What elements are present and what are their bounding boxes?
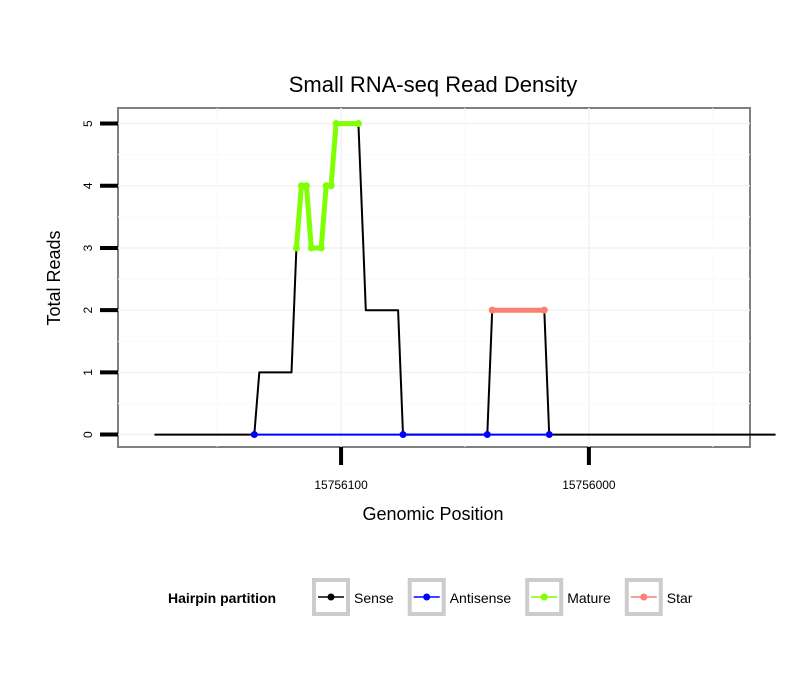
legend-label-star: Star [667,590,693,606]
legend-key-point-antisense [423,593,431,601]
data-point-antisense [483,431,491,439]
legend-title: Hairpin partition [168,590,276,606]
legend-item-star: Star [624,578,693,616]
legend-label-sense: Sense [354,590,394,606]
y-tick-label: 0 [81,431,95,438]
x-axis: 15756100 15756000 [314,447,616,492]
y-tick-label: 1 [81,369,95,376]
data-point-mature [307,244,315,252]
y-axis-title: Total Reads [44,230,64,325]
data-point-mature [327,182,335,190]
y-tick-label: 5 [81,120,95,127]
y-tick-label: 2 [81,307,95,314]
data-point-antisense [399,431,407,439]
y-tick-label: 4 [81,182,95,189]
x-tick-label: 15756100 [314,478,368,492]
data-point-mature [292,244,300,252]
grid [118,108,750,447]
data-point-star [540,306,548,314]
legend-item-sense: Sense [312,578,394,616]
legend-key-point-sense [327,593,335,601]
legend-key-point-star [640,593,648,601]
legend-label-mature: Mature [567,590,611,606]
legend-label-antisense: Antisense [450,590,512,606]
data-point-mature [322,182,330,190]
legend-item-antisense: Antisense [407,578,512,616]
legend-key-point-mature [540,593,548,601]
y-axis: 0 1 2 3 4 5 [81,120,118,438]
data-point-antisense [250,431,258,439]
plot-panel [117,107,751,448]
data-point-mature [332,120,340,128]
series-layer [154,120,776,439]
data-point-star [488,306,496,314]
series-antisense [250,431,553,439]
data-point-mature [317,244,325,252]
x-axis-title: Genomic Position [362,504,503,524]
series-star [488,306,548,314]
data-point-antisense [545,431,553,439]
data-point-mature [354,120,362,128]
chart-title: Small RNA-seq Read Density [289,72,578,97]
data-point-mature [297,182,305,190]
y-tick-label: 3 [81,244,95,251]
x-tick-label: 15756000 [562,478,616,492]
data-point-mature [302,182,310,190]
series-mature [292,120,362,252]
legend: Hairpin partition Sense Antisense Mature St… [168,578,693,616]
legend-item-mature: Mature [525,578,611,616]
